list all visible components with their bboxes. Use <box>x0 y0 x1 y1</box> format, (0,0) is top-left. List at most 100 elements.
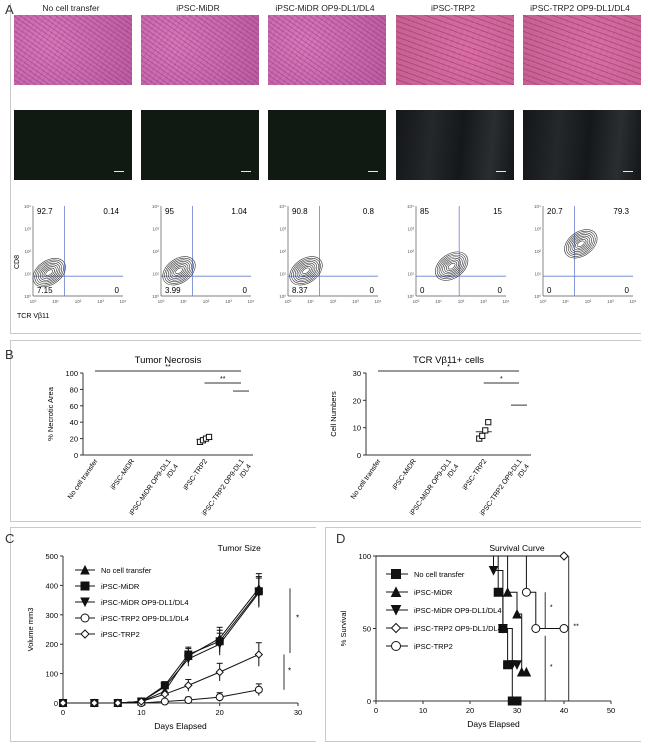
flow-contour <box>575 238 587 249</box>
survival-chart: Survival Curve 0 50 100 0 10 20 30 40 50 Days Elap… <box>339 543 615 729</box>
survival-step-line <box>376 555 517 666</box>
flow-x-tick-label: 10⁰ <box>540 299 547 304</box>
he-stain-image-2 <box>141 15 259 85</box>
flow-contour <box>442 258 461 275</box>
tumor-size-chart: Tumor Size 0 100 200 300 400 500 0 10 20 30 Days El… <box>26 543 302 731</box>
x-tick-label: 20 <box>215 708 223 717</box>
x-axis-label: Days Elapsed <box>154 721 207 731</box>
flow-contour <box>45 269 54 276</box>
flow-y-tick-label: 10⁰ <box>534 294 541 299</box>
quadrant-lr-value: 0 <box>498 286 503 295</box>
flow-y-tick-label: 10¹ <box>534 272 541 277</box>
significance-label: * <box>550 605 553 612</box>
flow-x-tick-label: 10² <box>203 299 210 304</box>
legend-marker <box>80 564 90 575</box>
dot-plot-y-tick-label: 100 <box>65 369 78 378</box>
significance-label: * <box>296 614 299 623</box>
series-point <box>58 698 68 708</box>
legend-marker <box>390 605 402 616</box>
flow-y-tick-label: 10⁴ <box>279 204 286 209</box>
x-tick-label: 40 <box>560 706 568 715</box>
flow-y-tick-label: 10¹ <box>279 272 286 277</box>
legend-marker <box>80 629 90 639</box>
flow-y-tick-label: 10⁰ <box>407 294 414 299</box>
x-tick-label: 0 <box>374 706 378 715</box>
y-tick-label: 500 <box>45 552 58 561</box>
scale-bar <box>368 170 378 172</box>
chart-title: Survival Curve <box>489 543 545 553</box>
flow-contour <box>298 264 314 278</box>
y-tick-label: 50 <box>363 625 371 634</box>
category-label-line: iPSC-TRP2 OP9-DL1 <box>479 458 523 517</box>
series-point <box>254 588 264 598</box>
category-label-line: iPSC-TRP2 OP9-DL1 <box>201 458 245 517</box>
dot-plot-category-label: iPSC-TRP2 OP9-DL1/DL4 <box>479 458 531 521</box>
flow-contour <box>438 254 465 278</box>
flow-contour <box>569 234 592 254</box>
scale-bar <box>114 170 124 172</box>
quadrant-lr-value: 0 <box>625 286 630 295</box>
flow-y-tick-label: 10⁴ <box>152 204 159 209</box>
flow-x-tick-label: 10⁰ <box>158 299 165 304</box>
panel-d: D Survival Curve 0 50 100 0 10 20 30 40 50 Days El… <box>325 527 641 742</box>
flow-contour <box>576 240 585 248</box>
fluorescence-image-5 <box>523 110 641 180</box>
col-title-3: iPSC-MiDR OP9-DL1/DL4 <box>275 3 375 13</box>
panel-b-label: B <box>5 347 14 362</box>
quadrant-ul-value: 85 <box>420 207 429 216</box>
dot-plot-y-tick-label: 80 <box>70 385 78 394</box>
flow-contour <box>447 262 456 270</box>
x-tick-label: 50 <box>607 706 615 715</box>
flow-x-tick-label: 10⁴ <box>120 299 127 304</box>
category-label-line: iPSC-MiDR OP9-DL1 <box>129 458 173 517</box>
legend-label: iPSC-TRP2 OP9-DL1/DL4 <box>101 614 189 623</box>
flow-x-tick-label: 10¹ <box>307 299 314 304</box>
legend-marker <box>80 581 90 591</box>
flow-x-axis-label: TCR Vβ11 <box>17 313 49 320</box>
series-point <box>90 698 99 708</box>
flow-y-tick-label: 10² <box>24 249 31 254</box>
quadrant-ll-value: 3.99 <box>165 286 181 295</box>
dot-plot-title: Tumor Necrosis <box>135 355 202 366</box>
flow-x-tick-label: 10⁴ <box>248 299 255 304</box>
scale-bar <box>496 170 506 172</box>
survival-marker <box>512 660 522 670</box>
flow-contour <box>39 264 59 281</box>
legend-marker <box>80 613 90 623</box>
flow-contour <box>444 259 460 273</box>
flow-y-tick-label: 10³ <box>407 227 414 232</box>
category-label-line: No cell transfer <box>67 458 100 501</box>
flow-y-tick-label: 10² <box>279 249 286 254</box>
flow-cytometry-row: 92.7 0.147.15 010⁰10⁰10¹10¹10²10²10³10³10⁴… <box>14 204 637 320</box>
quadrant-ur-value: 0.14 <box>103 207 119 216</box>
legend-label: No cell transfer <box>101 566 152 575</box>
fluorescence-image-3 <box>268 110 386 180</box>
flow-contour <box>573 237 589 251</box>
quadrant-ul-value: 95 <box>165 207 174 216</box>
dot-plot-category-label: iPSC-MiDR OP9-DL1/DL4 <box>129 458 181 521</box>
survival-marker <box>512 608 522 619</box>
flow-contour <box>293 259 319 283</box>
flow-y-tick-label: 10² <box>534 249 541 254</box>
flow-x-tick-label: 10¹ <box>52 299 59 304</box>
legend-label: iPSC-TRP2 OP9-DL1/DL4 <box>414 624 502 633</box>
survival-marker <box>559 624 569 633</box>
flow-y-tick-label: 10³ <box>24 227 31 232</box>
series-point <box>184 681 193 690</box>
survival-marker <box>521 666 532 677</box>
dot-plot-y-tick-label: 60 <box>70 402 78 411</box>
series-point <box>184 696 193 705</box>
flow-x-tick-label: 10¹ <box>180 299 187 304</box>
survival-step-line <box>376 555 527 673</box>
flow-x-tick-label: 10¹ <box>435 299 442 304</box>
flow-x-tick-label: 10³ <box>225 299 232 304</box>
flow-contour <box>167 261 191 281</box>
series-point <box>113 698 123 708</box>
series-point <box>160 682 170 692</box>
quadrant-ul-value: 92.7 <box>37 207 53 216</box>
col-title-5: iPSC-TRP2 OP9-DL1/DL4 <box>530 3 630 13</box>
flow-contour <box>564 229 598 259</box>
x-tick-label: 0 <box>61 708 65 717</box>
quadrant-ul-value: 20.7 <box>547 207 563 216</box>
quadrant-ll-value: 0 <box>420 286 425 295</box>
